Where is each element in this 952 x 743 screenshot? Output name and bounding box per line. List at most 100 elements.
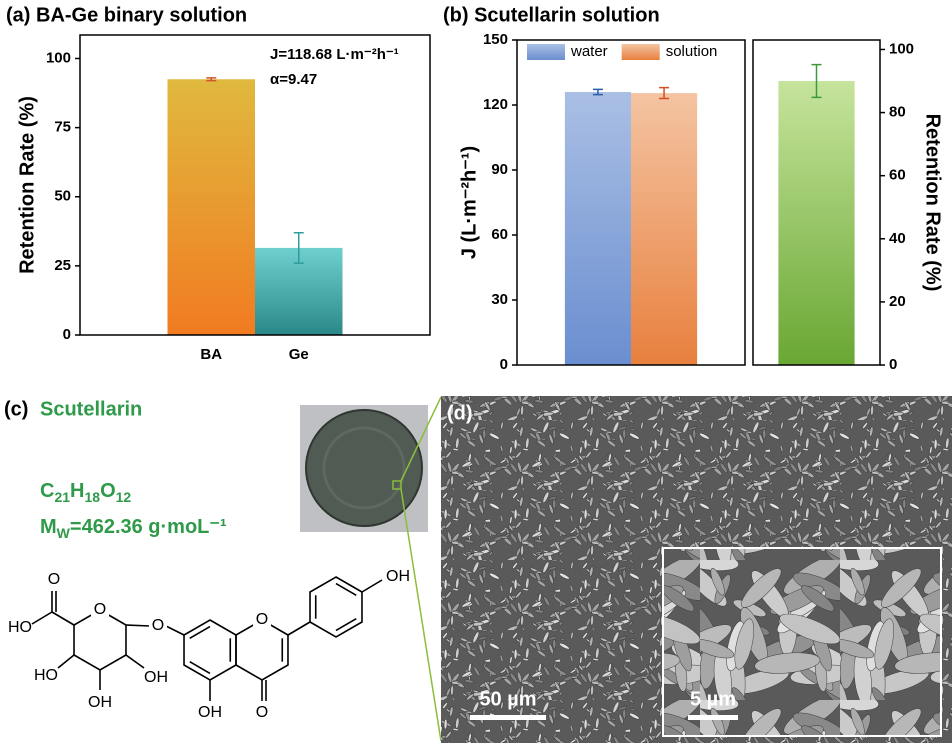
label-bg — [11, 620, 29, 636]
y-tick-label: 40 — [889, 230, 906, 247]
y-tick-label: 0 — [63, 326, 71, 343]
molar-mass: MW=462.36 g·moL⁻¹ — [40, 516, 227, 540]
plot-frame — [79, 34, 431, 336]
y-tick-label: 100 — [46, 49, 71, 66]
formula-element: C — [40, 480, 54, 502]
chart-title: (a) BA-Ge binary solution — [6, 4, 247, 26]
y-axis-label: Retention Rate (%) — [16, 96, 38, 274]
error-bar — [206, 77, 217, 82]
legend-swatch — [621, 44, 660, 60]
label-bg — [253, 612, 271, 628]
double-bond — [335, 582, 357, 596]
bond — [57, 654, 75, 669]
bond — [125, 624, 151, 627]
y-tick-label: 90 — [491, 161, 508, 178]
scale-bar — [688, 715, 738, 720]
error-bar — [293, 231, 304, 264]
legend-swatch — [527, 44, 565, 60]
compound-name: Scutellarin — [40, 398, 142, 420]
label-bg — [147, 670, 165, 686]
ring — [183, 619, 237, 681]
atom-label: HO — [34, 667, 58, 684]
panel-label: (d) — [447, 402, 473, 424]
sem-inset-texture — [664, 549, 940, 735]
label-bg — [37, 668, 55, 684]
atom-label: OH — [198, 704, 222, 721]
error-bar — [659, 86, 670, 100]
mw-subscript: W — [57, 525, 71, 541]
atom-label: O — [94, 601, 106, 618]
bond — [51, 611, 75, 626]
formula-subscript: 21 — [54, 489, 70, 505]
disc-ring — [322, 426, 406, 510]
formula-subscript: 18 — [84, 489, 100, 505]
bond — [287, 621, 311, 636]
y-tick-label: 150 — [483, 31, 508, 48]
label-bg — [149, 618, 167, 634]
atom-label: O — [256, 704, 268, 721]
annotation: J=118.68 L·m⁻²h⁻¹ — [270, 46, 399, 63]
y-tick-label: 80 — [889, 104, 906, 121]
label-bg — [45, 572, 63, 588]
scale-bar — [470, 715, 546, 720]
zoom-line — [400, 396, 442, 482]
y-tick-label: 0 — [500, 356, 508, 373]
x-tick-label: Ge — [289, 346, 309, 363]
ring — [235, 619, 289, 681]
zoom-line — [400, 488, 442, 742]
legend-label: water — [570, 43, 608, 60]
atom-label: OH — [88, 694, 112, 711]
annotation: α=9.47 — [270, 71, 317, 88]
bar — [778, 81, 855, 366]
y-tick-label: 60 — [491, 226, 508, 243]
y-tick-label: 0 — [889, 356, 897, 373]
label-bg — [201, 705, 219, 721]
y-axis-label: Retention Rate (%) — [922, 114, 944, 292]
y-tick-label: 60 — [889, 167, 906, 184]
double-bond — [335, 618, 357, 632]
y-tick-label: 100 — [889, 40, 914, 57]
atom-label: OH — [144, 669, 168, 686]
y-tick-label: 50 — [54, 188, 71, 205]
y-tick-label: 120 — [483, 96, 508, 113]
chart-title: (b) Scutellarin solution — [443, 4, 660, 26]
atom-label: HO — [8, 619, 32, 636]
mw-value: =462.36 g·moL⁻¹ — [70, 516, 227, 538]
mw-symbol: M — [40, 516, 57, 538]
formula-element: O — [100, 480, 116, 502]
error-bar — [811, 63, 822, 99]
y-axis-label: J (L·m⁻²h⁻¹) — [458, 146, 480, 259]
error-bar — [592, 88, 603, 96]
atom-label: O — [152, 617, 164, 634]
formula-element: H — [70, 480, 84, 502]
formula: C21H18O12 — [40, 480, 131, 504]
ring — [73, 609, 127, 671]
scale-label: 5 µm — [690, 688, 736, 710]
bar — [564, 92, 631, 365]
y-tick-label: 30 — [491, 291, 508, 308]
bond — [125, 654, 145, 669]
y-tick-label: 25 — [54, 257, 71, 274]
label-bg — [253, 705, 271, 721]
bond — [361, 579, 383, 593]
ring — [309, 576, 363, 638]
scale-label: 50 µm — [479, 688, 536, 710]
label-bg — [91, 602, 109, 618]
zoom-box — [392, 480, 402, 490]
y-tick-label: 75 — [54, 119, 71, 136]
plot-frame — [752, 39, 881, 366]
label-bg — [91, 695, 109, 711]
legend-label: solution — [666, 43, 718, 60]
bar — [167, 79, 255, 336]
double-bond — [189, 625, 211, 639]
plot-frame — [516, 39, 746, 366]
x-tick-label: BA — [200, 346, 222, 363]
label-bg — [389, 569, 407, 585]
double-bond — [189, 661, 211, 675]
bar — [631, 93, 698, 365]
atom-label: O — [256, 611, 268, 628]
bond — [31, 611, 53, 625]
formula-subscript: 12 — [116, 489, 132, 505]
